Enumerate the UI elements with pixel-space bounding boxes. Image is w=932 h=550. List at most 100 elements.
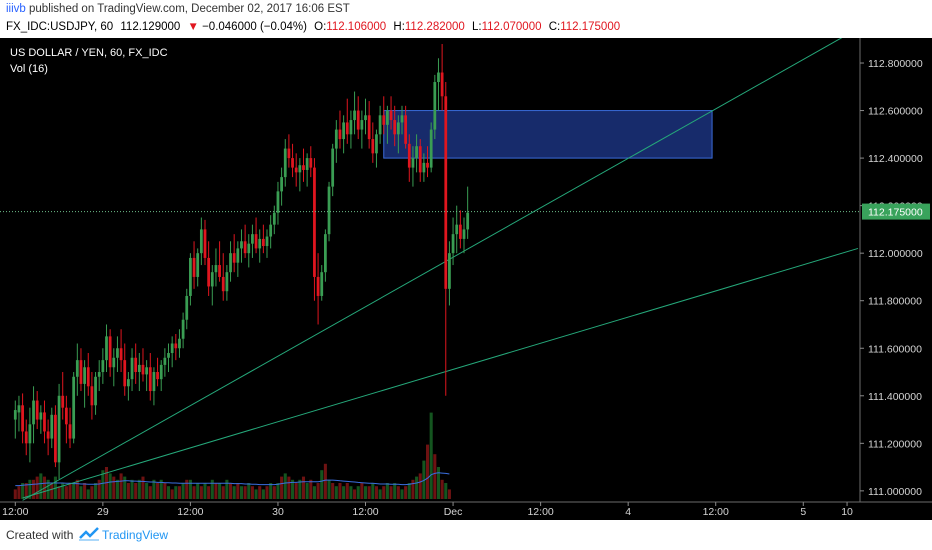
y-tick-label: 112.000000 — [868, 248, 923, 260]
candle-body — [75, 360, 79, 377]
volume-bar — [411, 479, 415, 499]
volume-bar — [407, 483, 411, 499]
volume-bar — [123, 476, 127, 499]
volume-bar — [367, 486, 371, 499]
tradingview-logo-icon[interactable] — [78, 526, 100, 542]
candle-body — [349, 120, 353, 135]
volume-bar — [360, 483, 364, 499]
volume-bar — [239, 486, 244, 499]
y-tick-label: 112.400000 — [868, 153, 923, 165]
volume-bar — [418, 473, 422, 499]
volume-bar — [385, 483, 389, 499]
candle-body — [152, 372, 156, 392]
candle-body — [13, 410, 17, 420]
volume-bar — [203, 483, 207, 499]
volume-bar — [447, 489, 451, 499]
volume-bar — [112, 476, 116, 499]
volume-bar — [272, 486, 276, 499]
candle-body — [400, 115, 404, 123]
candle-body — [210, 272, 214, 287]
volume-bar — [196, 483, 200, 499]
volume-bar — [101, 470, 105, 499]
volume-bar — [192, 486, 196, 499]
candle-body — [440, 72, 444, 97]
volume-bar — [94, 483, 98, 499]
candle-body — [367, 115, 371, 140]
candle-body — [451, 234, 455, 254]
candle-body — [240, 241, 243, 249]
candle-body — [112, 357, 116, 368]
created-with-label: Created with — [6, 528, 74, 542]
candle-body — [313, 167, 316, 277]
candle-body — [101, 360, 105, 373]
volume-bar — [287, 476, 291, 499]
y-axis[interactable]: 112.800000112.600000112.400000112.200000… — [860, 58, 930, 498]
volume-bar — [378, 489, 382, 499]
trendlines[interactable] — [22, 38, 859, 501]
low-label: L: — [472, 21, 482, 33]
down-arrow-icon: ▼ — [187, 21, 199, 33]
candle-body — [302, 165, 305, 170]
candle-body — [323, 234, 327, 273]
candle-body — [316, 276, 320, 296]
candle-body — [305, 158, 309, 170]
candle-body — [189, 257, 192, 296]
candle-body — [28, 424, 32, 444]
ohlc-summary: FX_IDC:USDJPY, 60 112.129000 ▼ −0.046000… — [6, 21, 620, 33]
y-tick-label: 112.600000 — [868, 106, 923, 118]
volume-bar — [298, 479, 302, 499]
volume-bar — [156, 483, 160, 499]
tradingview-link[interactable]: TradingView — [102, 528, 169, 542]
volume-bar — [32, 479, 36, 499]
volume-bar — [218, 483, 222, 499]
volume-bar — [185, 479, 189, 499]
volume-bar — [265, 486, 269, 499]
candle-body — [283, 148, 287, 178]
candle-body — [64, 407, 68, 425]
candle-body — [386, 110, 389, 125]
x-tick-label: 4 — [625, 506, 631, 518]
volume-bar — [50, 483, 54, 499]
volume-bar — [371, 483, 375, 499]
volume-bar — [444, 483, 448, 499]
candle-body — [94, 376, 97, 406]
candle-body — [207, 257, 211, 287]
candle-body — [214, 265, 218, 273]
candle-body — [134, 357, 138, 373]
volume-bar — [374, 486, 378, 499]
y-tick-label: 112.800000 — [868, 58, 923, 70]
candle-body — [448, 253, 451, 289]
volume-bar — [261, 489, 265, 499]
candle-body — [199, 229, 203, 254]
y-tick-label: 111.400000 — [868, 391, 922, 403]
author-link[interactable]: iiivb — [6, 3, 26, 15]
price-chart[interactable]: 112.800000112.600000112.400000112.200000… — [0, 38, 932, 520]
x-axis[interactable]: 12:00 29 12:00 30 12:00 Dec 12:00 4 12:00 5 10 — [2, 502, 853, 518]
volume-bar — [415, 476, 419, 499]
x-tick-label: 12:00 — [2, 506, 28, 518]
candle-body — [378, 115, 382, 135]
open-value: 112.106000 — [326, 21, 387, 33]
candle-body — [156, 372, 159, 380]
volume-bar — [64, 486, 68, 499]
candle-body — [79, 360, 83, 384]
candle-body — [35, 400, 39, 420]
candle-body — [17, 405, 21, 413]
volume-bar — [163, 483, 167, 499]
y-tick-label: 111.200000 — [868, 438, 922, 450]
candle-body — [72, 376, 76, 439]
x-tick-label: 5 — [800, 506, 806, 518]
volume-bar — [294, 483, 298, 499]
volume-bar — [254, 489, 258, 499]
candle-body — [455, 224, 459, 235]
rectangle-zone[interactable] — [383, 110, 713, 159]
symbol-label[interactable]: FX_IDC:USDJPY, 60 — [6, 21, 114, 33]
candle-body — [265, 236, 269, 247]
candle-body — [218, 265, 221, 277]
current-price-label: 112.175000 — [868, 207, 923, 219]
volume-bar — [39, 473, 43, 499]
volume-bar — [433, 454, 437, 499]
volume-bar — [229, 483, 233, 499]
published-text: published on TradingView.com, December 0… — [25, 3, 350, 15]
candle-body — [261, 238, 265, 247]
